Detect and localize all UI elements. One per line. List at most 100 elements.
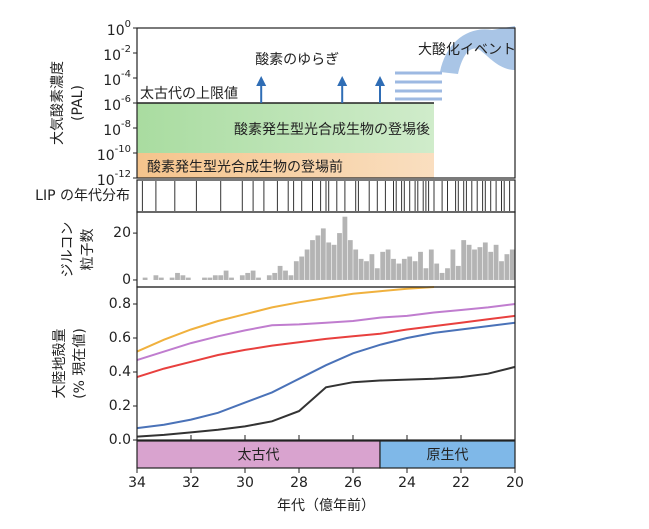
y-tick-label: 0.2 <box>109 398 131 414</box>
bar <box>466 244 472 280</box>
tick-base: 10 <box>97 173 115 189</box>
y-axis-label: 大気酸素濃度 <box>50 61 66 145</box>
y-axis-label: 粒子数 <box>80 229 96 271</box>
band <box>137 153 434 178</box>
tick-base: 10 <box>103 48 121 64</box>
event-label: 大酸化イベント <box>418 42 516 58</box>
goe-cloud <box>440 26 515 74</box>
y-tick-label: 10-10 <box>97 144 131 164</box>
bar <box>342 216 348 280</box>
growth-curve <box>136 286 435 353</box>
bar <box>412 261 418 280</box>
era-label: 太古代 <box>238 448 280 464</box>
bar <box>277 265 283 280</box>
tick-exponent: -8 <box>121 119 131 130</box>
y-tick-label: 0.4 <box>109 364 131 380</box>
tick-exponent: -2 <box>121 44 131 55</box>
bar <box>455 265 461 280</box>
bar <box>153 275 159 280</box>
bar <box>218 275 224 280</box>
bar <box>223 270 229 280</box>
bar <box>428 249 434 280</box>
y-axis-label: ジルコン <box>60 222 76 278</box>
y-tick-label: 10-2 <box>103 44 131 64</box>
bar <box>482 242 488 280</box>
y-tick-label: 10-8 <box>103 119 131 139</box>
bar <box>353 249 359 280</box>
x-tick-label: 22 <box>452 475 470 491</box>
bar <box>250 270 256 280</box>
bar <box>369 254 375 280</box>
era <box>379 440 516 469</box>
tick-base: 10 <box>103 73 121 89</box>
x-tick-label: 32 <box>182 475 200 491</box>
y-tick-label: 100 <box>107 19 131 39</box>
bar <box>423 268 429 280</box>
bar <box>509 249 515 280</box>
bar <box>461 240 467 280</box>
bar <box>401 258 407 280</box>
bar <box>239 275 245 280</box>
bar <box>202 277 207 280</box>
tick-exponent: -10 <box>115 144 131 155</box>
x-tick-label: 30 <box>236 475 254 491</box>
bar <box>185 277 191 280</box>
bar <box>347 240 353 280</box>
bar <box>358 258 364 280</box>
bar <box>245 272 251 280</box>
tick-base: 10 <box>107 23 125 39</box>
bar <box>434 263 440 280</box>
tick-exponent: -4 <box>121 69 131 80</box>
y-tick-label: 0.0 <box>109 432 131 448</box>
bar <box>396 263 402 280</box>
bar <box>142 277 148 280</box>
x-tick-label: 20 <box>506 475 524 491</box>
y-tick-label: 0.8 <box>109 296 131 312</box>
bar <box>283 270 288 280</box>
era-label: 原生代 <box>427 448 469 464</box>
bar <box>304 249 310 280</box>
bar <box>326 242 332 280</box>
bar <box>310 240 315 280</box>
bar <box>374 268 380 280</box>
tick-base: 10 <box>103 98 121 114</box>
bar <box>407 256 413 280</box>
panel-frame <box>136 286 516 441</box>
bar <box>488 251 494 280</box>
bar <box>477 247 483 280</box>
bar <box>158 277 164 280</box>
y-axis-label: (PAL) <box>70 85 86 121</box>
bar <box>504 254 510 280</box>
x-tick-label: 24 <box>398 475 416 491</box>
growth-curve <box>136 314 516 379</box>
bar <box>331 244 337 280</box>
band-label: 酸素発生型光合成生物の登場後 <box>234 122 430 138</box>
growth-curve <box>136 321 516 430</box>
bar <box>445 268 450 280</box>
bar <box>493 244 499 280</box>
y-tick-label: 20 <box>113 225 131 241</box>
bar <box>472 249 477 280</box>
bar <box>272 272 278 280</box>
arrows-label: 酸素のゆらぎ <box>255 52 339 68</box>
y-tick-label: 10-12 <box>97 169 131 189</box>
era <box>136 440 381 469</box>
limit-label: 太古代の上限値 <box>140 86 238 102</box>
y-axis-label: (% 現在値) <box>72 328 88 399</box>
y-axis-label: 大陸地殻量 <box>52 329 68 399</box>
arrow-head <box>256 76 267 86</box>
bar <box>207 277 213 280</box>
x-tick-label: 28 <box>290 475 308 491</box>
band <box>137 103 434 153</box>
band-label: 酸素発生型光合成生物の登場前 <box>147 159 343 176</box>
tick-exponent: -12 <box>115 169 131 180</box>
bar <box>450 249 456 280</box>
bar <box>315 235 321 280</box>
bar <box>212 275 218 280</box>
bar <box>288 275 294 280</box>
y-axis-label: LIP の年代分布 <box>35 188 130 204</box>
bar <box>299 256 305 280</box>
bar <box>439 272 445 280</box>
bar <box>380 251 386 280</box>
